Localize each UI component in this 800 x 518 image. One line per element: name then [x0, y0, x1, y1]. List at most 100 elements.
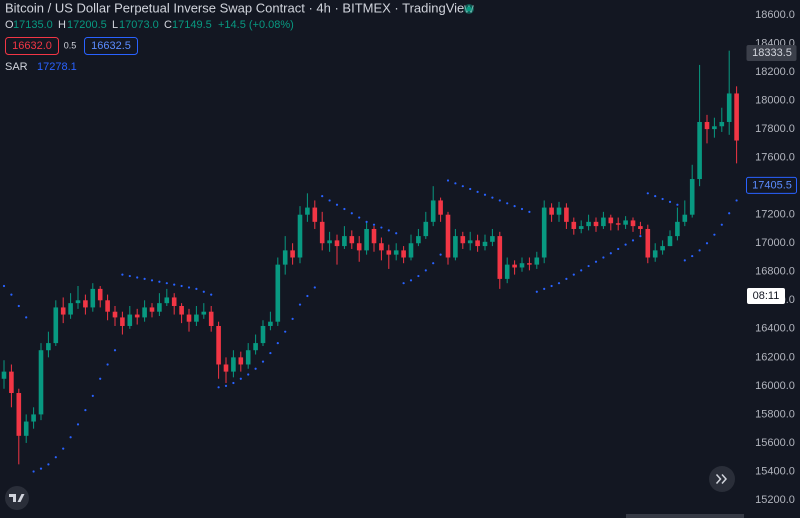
candle-body	[586, 221, 591, 227]
candle-body	[38, 350, 44, 415]
candle-body	[349, 236, 355, 244]
candle-body	[445, 214, 451, 258]
candle-body	[430, 200, 436, 222]
candle-body	[208, 311, 214, 326]
sar-dot	[587, 264, 590, 268]
sar-dot	[306, 294, 309, 298]
sar-dot	[446, 179, 450, 182]
candle-body	[149, 307, 155, 312]
logo	[5, 486, 29, 510]
spread: 0.5	[64, 40, 77, 50]
sar-dot	[69, 436, 72, 439]
candle-body	[504, 264, 510, 279]
price-tag-label: 18333.5	[752, 47, 792, 59]
scroll-button-bg[interactable]	[709, 466, 735, 492]
candle-body	[238, 357, 244, 365]
sar-dot	[705, 242, 709, 245]
candle-body	[16, 393, 22, 436]
candle-body	[697, 121, 702, 180]
candle-body	[97, 288, 103, 301]
sar-dot	[343, 207, 346, 211]
candle-body	[312, 207, 318, 222]
scroll-button[interactable]	[709, 466, 735, 492]
candle-body	[371, 228, 377, 244]
candle-body	[689, 179, 695, 215]
candle-body	[645, 228, 651, 258]
sar-dot	[247, 373, 250, 376]
candle-body	[297, 214, 303, 258]
candle-body	[105, 300, 110, 312]
sar-dot	[313, 286, 316, 289]
sar-dot	[417, 274, 420, 278]
candle-body	[223, 364, 229, 372]
sar-dot	[62, 447, 65, 450]
candle-body	[734, 93, 739, 141]
bid-price: 16632.0	[12, 40, 52, 52]
candle-body	[253, 343, 258, 351]
chart-title: Bitcoin / US Dollar Perpetual Inverse Sw…	[5, 0, 474, 15]
candle-body	[327, 240, 332, 244]
candle-body	[201, 311, 207, 315]
sar-dot	[106, 363, 109, 366]
candle-body	[564, 207, 569, 222]
sar-dot	[276, 341, 279, 345]
candle-body	[497, 236, 503, 279]
sar-dot	[735, 199, 738, 202]
sar-dot	[557, 282, 561, 285]
sar-dot	[594, 260, 598, 263]
candle-body	[53, 307, 59, 344]
candle-body	[157, 303, 162, 312]
sar-dot	[321, 195, 324, 198]
sar-dot	[432, 262, 435, 265]
candle-body	[682, 214, 688, 222]
sar-dot	[402, 282, 405, 285]
scroll-icon	[715, 474, 728, 484]
candle-body	[305, 207, 310, 215]
candle-body	[134, 314, 140, 318]
sar-dot	[54, 456, 57, 459]
sar-dot	[328, 199, 331, 202]
candle-body	[142, 307, 147, 318]
sar-dot	[202, 290, 205, 293]
price-axis: 15200.0 15400.0 15600.0 15800.0 16000.0 16200…	[746, 9, 797, 506]
scrollbar[interactable]	[626, 514, 744, 518]
price-tag	[746, 176, 797, 194]
legend-label: H	[58, 19, 66, 31]
legend-value: 17200.5	[67, 19, 107, 31]
bid-box[interactable]	[5, 37, 59, 55]
candle-body	[186, 314, 192, 322]
candle-body	[712, 126, 717, 130]
sar-dot	[358, 216, 361, 219]
candle-body	[282, 250, 288, 265]
indicator-name: SAR	[5, 61, 28, 73]
sar-dot	[210, 293, 213, 296]
sar-dot	[513, 205, 516, 208]
sar-dot	[654, 195, 657, 198]
sar-dot	[39, 467, 43, 470]
sar-dot	[609, 252, 612, 255]
sar-dot	[454, 182, 457, 185]
legend-change: +14.5 (+0.08%)	[218, 19, 294, 31]
candle-body	[319, 221, 325, 244]
ask-price: 16632.5	[91, 40, 131, 52]
candle-body	[571, 221, 577, 229]
sar-dot	[646, 192, 649, 195]
sar-dot	[550, 284, 553, 288]
candle-body	[593, 221, 599, 227]
sar-dot	[99, 377, 102, 380]
sar-dot	[691, 254, 694, 258]
ohlc-legend: O 17135.0 H 17200.5 L 17073.0 C 17149.5 …	[5, 19, 294, 31]
candle-body	[68, 303, 73, 315]
sar-dot	[47, 463, 50, 466]
sar-dot	[602, 256, 605, 259]
y-tick-label: 17200.0	[755, 209, 795, 221]
sar-dot	[25, 316, 28, 319]
candle-body	[408, 243, 414, 258]
candle-body	[364, 228, 369, 251]
ask-box[interactable]	[84, 37, 138, 55]
y-tick-label: 18200.0	[755, 66, 795, 78]
sar-dot	[10, 293, 13, 296]
candle-body	[9, 371, 14, 394]
sar-dot	[483, 193, 487, 196]
